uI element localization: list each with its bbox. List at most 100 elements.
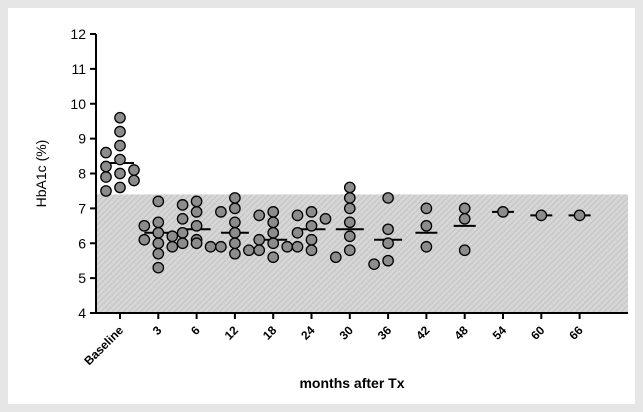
data-point: [382, 223, 394, 236]
x-tick-label: 48: [451, 323, 471, 343]
data-point: [152, 247, 165, 260]
data-point: [343, 192, 356, 204]
data-point: [100, 160, 112, 173]
data-point: [114, 125, 126, 138]
data-point: [114, 111, 126, 124]
data-point: [319, 212, 332, 225]
data-point: [215, 240, 227, 253]
data-point: [166, 230, 179, 243]
data-point: [176, 237, 189, 250]
data-point: [420, 240, 433, 253]
data-point: [229, 237, 241, 250]
data-point: [343, 202, 356, 215]
data-point: [176, 199, 189, 211]
y-tick-label: 5: [78, 270, 86, 286]
data-point: [305, 244, 318, 257]
data-point: [229, 226, 241, 239]
data-point: [114, 139, 126, 152]
data-point: [458, 202, 471, 215]
data-point: [497, 206, 509, 218]
data-point: [114, 181, 126, 194]
data-point: [458, 212, 471, 225]
data-point: [573, 209, 586, 222]
y-tick-label: 7: [78, 200, 86, 216]
data-point: [281, 240, 294, 253]
y-tick-label: 12: [70, 26, 86, 42]
reference-band: [96, 194, 628, 313]
data-point: [368, 258, 380, 271]
data-point: [291, 240, 304, 253]
data-point: [190, 195, 203, 208]
data-point: [229, 216, 241, 229]
data-point: [535, 209, 548, 222]
data-point: [100, 185, 112, 197]
data-point: [152, 216, 165, 229]
y-tick-label: 10: [70, 96, 86, 112]
data-point: [138, 233, 151, 246]
data-point: [267, 237, 280, 250]
x-tick-label: 12: [222, 323, 242, 343]
data-point: [382, 192, 394, 204]
x-tick-label: 24: [298, 323, 318, 343]
data-point: [204, 240, 217, 253]
x-tick-label: 36: [375, 323, 395, 343]
y-tick-label: 6: [78, 235, 86, 251]
data-point: [343, 181, 356, 194]
data-point: [267, 251, 280, 264]
data-point: [229, 202, 241, 215]
data-point: [190, 237, 203, 250]
x-tick-label: 66: [566, 323, 586, 343]
data-point: [229, 247, 241, 260]
data-point: [305, 233, 318, 246]
x-tick-label: 42: [413, 323, 433, 343]
y-tick-label: 9: [78, 131, 86, 147]
y-tick-label: 8: [78, 166, 86, 182]
data-point: [100, 171, 112, 183]
x-tick-label: 30: [337, 323, 357, 343]
data-point: [267, 216, 280, 229]
data-point: [382, 254, 394, 267]
data-point: [253, 244, 266, 257]
data-point: [291, 226, 304, 239]
data-point: [152, 261, 165, 274]
data-point: [458, 244, 471, 257]
data-point: [267, 206, 280, 218]
y-axis-title: HbA1c (%): [33, 140, 49, 208]
data-point: [114, 153, 126, 166]
data-point: [305, 219, 318, 232]
data-point: [329, 251, 342, 264]
data-point: [114, 167, 126, 180]
data-point: [215, 206, 227, 218]
data-point: [343, 244, 356, 257]
data-point: [291, 209, 304, 222]
data-point: [176, 212, 189, 225]
x-tick-label: 18: [260, 323, 280, 343]
x-tick-label: 60: [528, 323, 548, 343]
data-point: [176, 226, 189, 239]
data-point: [152, 226, 165, 239]
x-tick-label: 54: [490, 323, 510, 343]
data-point: [100, 146, 112, 159]
data-marks: [100, 111, 591, 274]
data-point: [420, 219, 433, 232]
x-tick-label: 3: [150, 323, 165, 338]
y-tick-label: 4: [78, 305, 86, 321]
x-tick-label: 6: [188, 323, 203, 338]
data-point: [253, 209, 266, 222]
data-point: [229, 192, 241, 204]
data-point: [382, 237, 394, 250]
x-tick-label: Baseline: [81, 323, 126, 368]
x-axis-title: months after Tx: [299, 375, 404, 391]
data-point: [128, 164, 140, 176]
y-axis: 4 5 6 7 8 9 10 11 12: [70, 26, 97, 321]
data-point: [138, 219, 151, 232]
y-tick-label: 11: [71, 61, 86, 77]
data-point: [152, 237, 165, 250]
data-point: [253, 233, 266, 246]
data-point: [190, 206, 203, 218]
chart-frame: 4 5 6 7 8 9 10 11 12 Baseline 3 6 12 18 24 30 36 42 48 54 6…: [8, 8, 635, 404]
data-point: [343, 216, 356, 229]
data-point: [166, 240, 179, 253]
x-axis: Baseline 3 6 12 18 24 30 36 42 48 54 60 66: [81, 312, 628, 368]
